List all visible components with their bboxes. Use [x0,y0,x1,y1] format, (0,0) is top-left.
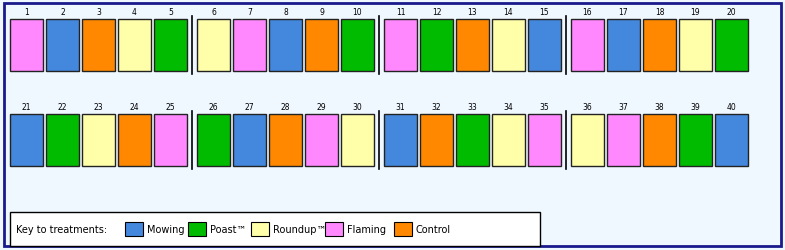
Bar [456,20,489,72]
Text: 16: 16 [582,8,593,17]
Text: 5: 5 [168,8,173,17]
Bar [393,222,411,236]
Text: 38: 38 [655,102,664,112]
Text: 23: 23 [93,102,104,112]
Text: 10: 10 [352,8,363,17]
Text: 21: 21 [22,102,31,112]
Text: 28: 28 [281,102,290,112]
Bar [233,114,266,166]
Bar [643,114,676,166]
Text: 33: 33 [468,102,477,112]
Text: 26: 26 [209,102,218,112]
Bar [607,20,640,72]
Text: 7: 7 [247,8,252,17]
Bar [46,114,79,166]
Text: 11: 11 [396,8,405,17]
Text: 39: 39 [691,102,700,112]
Bar [125,222,143,236]
Text: 32: 32 [432,102,441,112]
Bar [528,114,561,166]
Bar [492,114,525,166]
Bar [571,114,604,166]
Bar [715,114,748,166]
Text: 27: 27 [245,102,254,112]
Bar [10,212,540,246]
Text: 1: 1 [24,8,29,17]
Text: 12: 12 [432,8,441,17]
Text: Mowing: Mowing [147,224,184,234]
Bar [384,20,417,72]
Bar [10,114,43,166]
Bar [82,20,115,72]
Bar [325,222,343,236]
Bar [118,20,151,72]
Bar [305,20,338,72]
Bar [679,114,712,166]
Bar [643,20,676,72]
Text: 34: 34 [504,102,513,112]
Text: 20: 20 [727,8,736,17]
Bar [571,20,604,72]
Text: 8: 8 [283,8,288,17]
Text: Control: Control [415,224,451,234]
Bar [269,20,302,72]
Text: 6: 6 [211,8,216,17]
Text: 37: 37 [619,102,628,112]
Bar [118,114,151,166]
Bar [251,222,269,236]
Text: 35: 35 [539,102,550,112]
Text: 9: 9 [319,8,324,17]
Bar [305,114,338,166]
Text: 40: 40 [727,102,736,112]
Text: 36: 36 [582,102,593,112]
Bar [233,20,266,72]
Text: 14: 14 [504,8,513,17]
Text: 4: 4 [132,8,137,17]
Text: Key to treatments:: Key to treatments: [16,224,107,234]
Text: 15: 15 [540,8,549,17]
Bar [269,114,302,166]
Text: 24: 24 [130,102,139,112]
Bar [46,20,79,72]
Bar [188,222,206,236]
Text: 3: 3 [96,8,101,17]
Bar [197,114,230,166]
Text: 25: 25 [166,102,175,112]
Bar [82,114,115,166]
Text: Roundup™: Roundup™ [273,224,327,234]
Text: 19: 19 [691,8,700,17]
Bar [384,114,417,166]
Bar [154,114,187,166]
Text: 13: 13 [468,8,477,17]
Bar [341,114,374,166]
Bar [679,20,712,72]
Text: 30: 30 [352,102,363,112]
Text: 18: 18 [655,8,664,17]
Text: 22: 22 [58,102,68,112]
Bar [420,20,453,72]
Bar [197,20,230,72]
Bar [456,114,489,166]
Bar [715,20,748,72]
Bar [420,114,453,166]
Bar [492,20,525,72]
Bar [154,20,187,72]
Bar [607,114,640,166]
Text: 31: 31 [396,102,405,112]
Bar [341,20,374,72]
Bar [10,20,43,72]
Bar [528,20,561,72]
Text: 17: 17 [619,8,628,17]
Text: 29: 29 [316,102,327,112]
Text: Poast™: Poast™ [210,224,246,234]
Text: Flaming: Flaming [347,224,386,234]
Text: 2: 2 [60,8,65,17]
